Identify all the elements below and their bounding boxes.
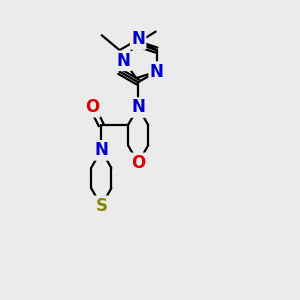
Text: N: N bbox=[150, 62, 164, 80]
Text: O: O bbox=[85, 98, 100, 116]
Text: N: N bbox=[94, 141, 108, 159]
Text: N: N bbox=[117, 52, 131, 70]
Text: N: N bbox=[131, 30, 145, 48]
Text: S: S bbox=[95, 197, 107, 215]
Text: N: N bbox=[131, 98, 145, 116]
Text: O: O bbox=[131, 154, 145, 172]
